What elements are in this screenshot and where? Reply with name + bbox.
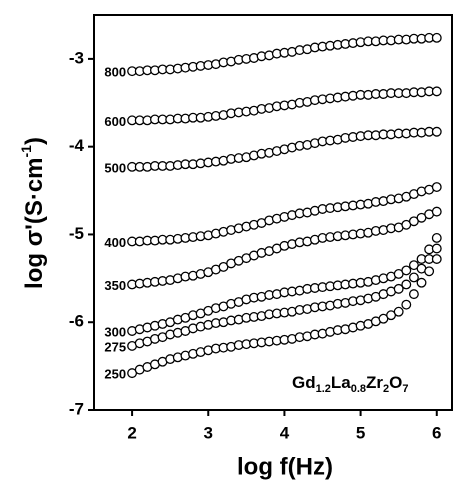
y-axis-label: log σ'(S·cm-1) (18, 137, 49, 289)
series-label: 300 (104, 324, 126, 339)
annotation-subscript: 1.2 (316, 383, 331, 395)
annotation-text: Gd (292, 373, 316, 392)
marker (431, 233, 442, 243)
y-label-end: ) (21, 137, 48, 145)
series (127, 32, 442, 77)
x-tick-label: 6 (432, 423, 441, 442)
x-tick-label: 5 (356, 423, 365, 442)
series (127, 233, 442, 336)
x-axis-label: log f(Hz) (237, 453, 333, 480)
series-label: 600 (104, 114, 126, 129)
series (127, 243, 442, 351)
series-label: 275 (104, 339, 126, 354)
marker (401, 265, 412, 276)
annotation-subscript: 0.8 (351, 383, 366, 395)
marker (424, 266, 435, 277)
series (127, 254, 442, 379)
y-tick-label: -6 (69, 312, 84, 331)
marker (431, 86, 442, 97)
marker (431, 206, 442, 217)
series-label: 250 (104, 367, 126, 382)
marker (431, 126, 442, 137)
marker (431, 254, 442, 264)
y-tick-label: -4 (69, 136, 85, 155)
y-label-main: log σ'(S·cm (21, 157, 48, 288)
series-label: 350 (104, 278, 126, 293)
annotation-subscript: 2 (383, 383, 389, 395)
annotation-text: La (331, 373, 351, 392)
y-tick-label: -7 (69, 399, 84, 418)
y-tick-label: -5 (69, 224, 84, 243)
marker (401, 299, 412, 310)
marker (431, 32, 442, 43)
series (127, 86, 442, 126)
marker (431, 243, 442, 254)
x-tick-label: 3 (204, 423, 213, 442)
series-label: 800 (104, 65, 126, 80)
x-tick-label: 2 (127, 423, 136, 442)
marker (408, 272, 419, 283)
annotation: Gd1.2La0.8Zr2O7 (292, 373, 409, 394)
series (127, 126, 442, 172)
marker (393, 283, 404, 294)
annotation-text: O (389, 373, 402, 392)
series (127, 182, 442, 247)
series (127, 206, 442, 290)
marker (393, 306, 404, 317)
annotation-subscript: 7 (402, 383, 408, 395)
series-label: 500 (104, 160, 126, 175)
annotation-text: Zr (366, 373, 383, 392)
marker (416, 277, 427, 288)
y-label-sup: -1 (18, 145, 34, 158)
x-tick-label: 4 (280, 423, 290, 442)
plot-frame (93, 14, 453, 411)
marker (431, 182, 442, 192)
series-label: 400 (104, 235, 126, 250)
y-tick-label: -3 (69, 48, 84, 67)
marker (401, 279, 412, 290)
marker (408, 289, 419, 300)
